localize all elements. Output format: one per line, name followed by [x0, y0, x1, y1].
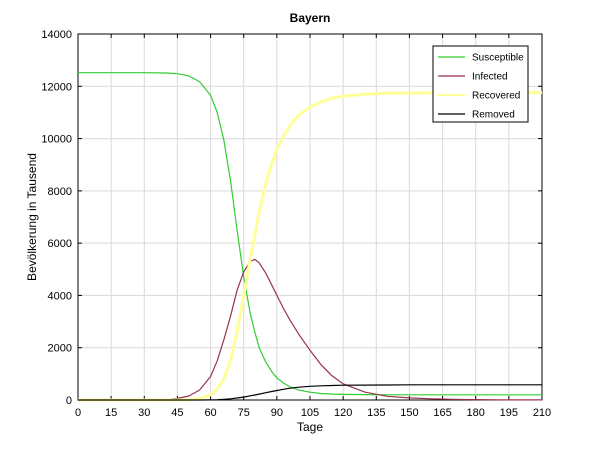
x-tick-label: 45	[171, 407, 183, 419]
y-axis-label: Bevölkerung in Tausend	[25, 153, 39, 281]
x-tick-label: 165	[433, 407, 451, 419]
legend-box	[432, 45, 529, 123]
x-tick-label: 180	[467, 407, 485, 419]
x-tick-label: 210	[533, 407, 551, 419]
legend: Susceptible Infected Recovered Removed	[432, 45, 529, 123]
y-tick-label: 0	[66, 395, 72, 407]
series-line-infected	[78, 258, 542, 401]
x-tick-label: 150	[400, 407, 418, 419]
x-tick-label: 105	[301, 407, 319, 419]
y-tick-label: 10000	[41, 134, 72, 146]
series-line-susceptible	[78, 72, 542, 396]
legend-label-removed: Removed	[472, 110, 515, 121]
legend-label-infected: Infected	[472, 72, 508, 83]
x-tick-label: 195	[500, 407, 518, 419]
x-axis-label: Tage	[297, 420, 323, 434]
x-tick-label: 15	[105, 407, 117, 419]
x-tick-label: 120	[334, 407, 352, 419]
y-tick-label: 6000	[48, 238, 72, 250]
legend-label-recovered: Recovered	[472, 91, 520, 102]
chart-title: Bayern	[290, 11, 331, 25]
y-axis-ticks: 0 2000 4000 6000 8000 10000 12000 14000	[41, 29, 542, 407]
series-line-removed	[78, 384, 542, 401]
x-tick-label: 60	[204, 407, 216, 419]
x-tick-label: 135	[367, 407, 385, 419]
x-tick-label: 30	[138, 407, 150, 419]
y-tick-label: 14000	[41, 29, 72, 41]
x-tick-label: 0	[75, 407, 81, 419]
y-tick-label: 4000	[48, 290, 72, 302]
series-lines	[78, 72, 542, 402]
x-tick-label: 90	[271, 407, 283, 419]
y-tick-label: 12000	[41, 81, 72, 93]
y-tick-label: 2000	[48, 343, 72, 355]
x-tick-label: 75	[238, 407, 250, 419]
y-tick-label: 8000	[48, 186, 72, 198]
legend-label-susceptible: Susceptible	[472, 53, 524, 64]
